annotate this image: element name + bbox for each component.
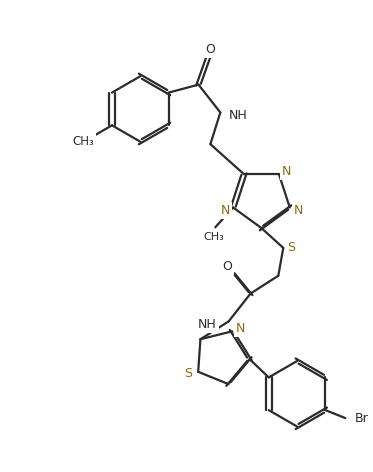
Text: CH₃: CH₃ [203, 232, 224, 242]
Text: Br: Br [354, 412, 368, 425]
Text: N: N [282, 165, 292, 178]
Text: S: S [287, 241, 295, 254]
Text: N: N [294, 204, 303, 217]
Text: O: O [206, 43, 215, 56]
Text: NH: NH [228, 109, 247, 122]
Text: CH₃: CH₃ [73, 135, 94, 148]
Text: S: S [184, 367, 192, 380]
Text: O: O [222, 260, 232, 273]
Text: NH: NH [198, 318, 217, 331]
Text: N: N [220, 204, 230, 217]
Text: N: N [235, 322, 245, 335]
